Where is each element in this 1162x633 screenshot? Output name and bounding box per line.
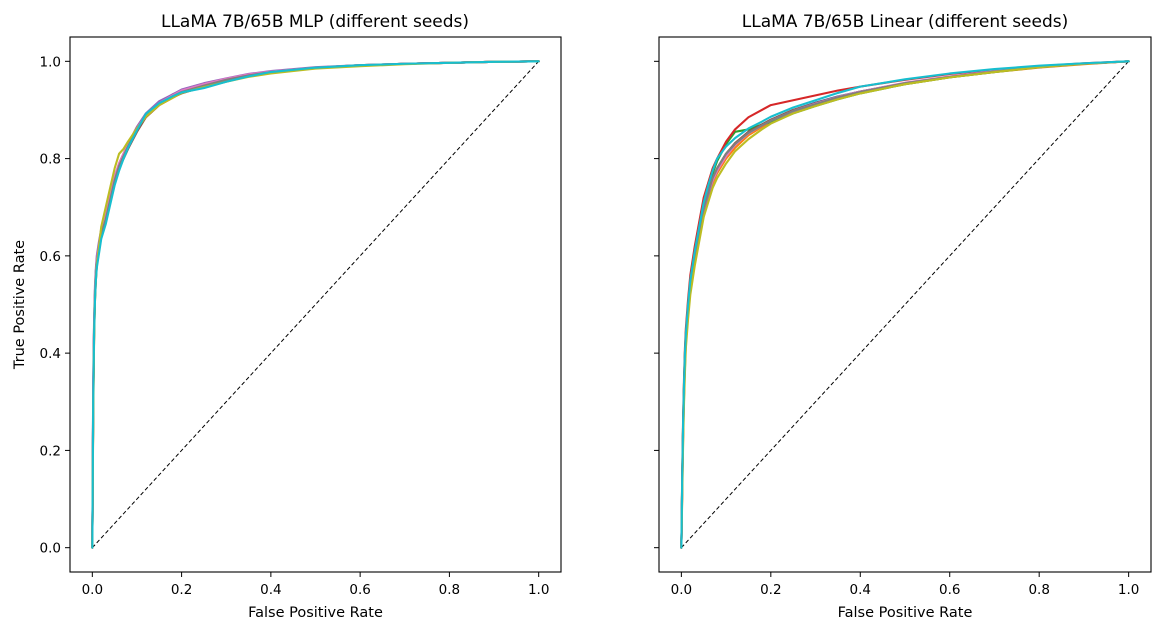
- mlp-x-tick-label-0: 0.0: [82, 582, 103, 598]
- mlp-x-tick-label-1: 0.2: [171, 582, 192, 598]
- linear-x-tick-label-3: 0.6: [939, 582, 960, 598]
- mlp-x-tick-label-3: 0.6: [349, 582, 370, 598]
- mlp-panel: LLaMA 7B/65B MLP (different seeds) False…: [12, 12, 562, 621]
- linear-roc-line-10: [680, 60, 1130, 549]
- mlp-plot-area: [91, 60, 540, 549]
- mlp-y-axis-label: True Positive Rate: [12, 240, 28, 370]
- linear-x-tick-label-2: 0.4: [850, 582, 871, 598]
- mlp-y-tick-label-3: 0.6: [40, 249, 61, 265]
- mlp-y-tick-label-1: 0.2: [40, 443, 61, 459]
- linear-axes-frame: [658, 36, 1152, 573]
- linear-x-tick-label-5: 1.0: [1118, 582, 1139, 598]
- mlp-y-tick-label-2: 0.4: [40, 346, 61, 362]
- mlp-panel-title: LLaMA 7B/65B MLP (different seeds): [161, 12, 469, 32]
- linear-x-tick-label-0: 0.0: [671, 582, 692, 598]
- linear-x-tick-label-1: 0.2: [760, 582, 781, 598]
- mlp-x-tick-label-5: 1.0: [528, 582, 549, 598]
- mlp-axes-frame: [69, 36, 562, 573]
- mlp-y-tick-label-5: 1.0: [40, 54, 61, 70]
- mlp-x-tick-label-4: 0.8: [439, 582, 460, 598]
- mlp-x-axis-label: False Positive Rate: [248, 605, 383, 621]
- mlp-x-tick-label-2: 0.4: [260, 582, 281, 598]
- linear-panel-title: LLaMA 7B/65B Linear (different seeds): [742, 12, 1069, 32]
- mlp-y-tick-label-0: 0.0: [40, 541, 61, 557]
- linear-plot-area: [680, 60, 1130, 549]
- linear-x-axis-label: False Positive Rate: [838, 605, 973, 621]
- linear-x-tick-label-4: 0.8: [1028, 582, 1049, 598]
- linear-panel: LLaMA 7B/65B Linear (different seeds) Fa…: [654, 12, 1152, 621]
- mlp-roc-line-10: [91, 60, 540, 549]
- mlp-y-tick-label-4: 0.8: [40, 152, 61, 168]
